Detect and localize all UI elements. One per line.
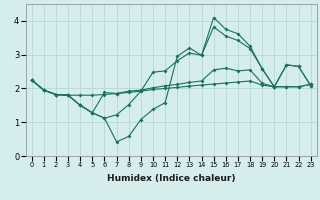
X-axis label: Humidex (Indice chaleur): Humidex (Indice chaleur) bbox=[107, 174, 236, 183]
